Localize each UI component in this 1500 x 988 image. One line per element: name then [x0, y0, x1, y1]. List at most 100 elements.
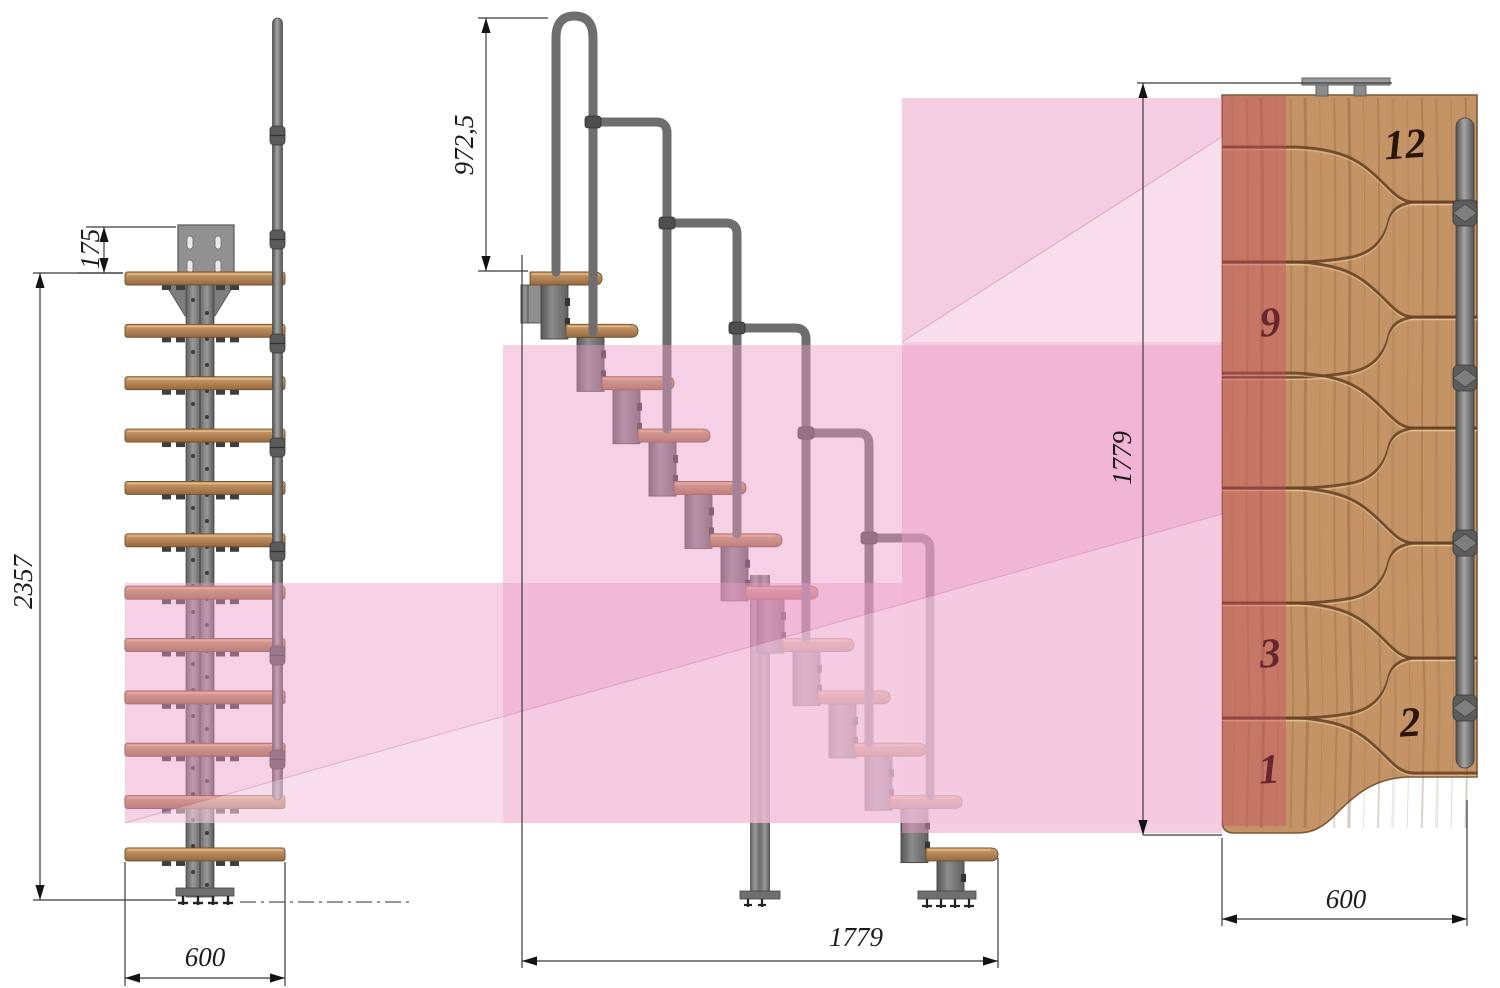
dim-label-plan-depth: 1779: [1107, 431, 1137, 486]
tread-support-pad: [216, 807, 225, 814]
module-tab: [673, 475, 678, 484]
wood-grain: [1434, 97, 1441, 829]
handrail-segment: [662, 218, 742, 539]
base-flange: [175, 887, 235, 897]
step-divider: [1222, 656, 1477, 720]
wood-grain: [1275, 97, 1280, 829]
rail-clamp: [797, 426, 815, 440]
column-bolt: [191, 558, 195, 562]
dimension-arrow: [125, 973, 140, 983]
step-divider: [1222, 716, 1477, 775]
wood-grain: [1289, 97, 1295, 829]
step-divider: [1222, 315, 1477, 379]
column-bolt: [205, 415, 209, 419]
tread-support-pad: [162, 807, 171, 814]
baluster-pole: [272, 17, 283, 801]
pole-connector-facet: [1452, 368, 1478, 388]
plate-slot: [186, 235, 194, 250]
column-bolt: [205, 519, 209, 523]
step-divider: [1222, 486, 1477, 545]
wood-grain: [1450, 97, 1455, 829]
module-tab: [889, 769, 894, 778]
pole-connector-facet: [1452, 203, 1478, 223]
dim-label-front-width: 600: [185, 942, 226, 972]
tread-support-pad: [230, 650, 239, 657]
column-bolt: [191, 506, 195, 510]
plate-slot: [214, 259, 222, 274]
wood-grain: [1259, 97, 1266, 829]
divider-groove-light: [1222, 604, 1477, 662]
tread-support-pad: [230, 545, 239, 552]
plan-step-number-9: 9: [1258, 299, 1282, 346]
tread-support-pad: [230, 702, 239, 709]
tread-support-pad: [176, 702, 185, 709]
tread-support-pad: [162, 336, 171, 343]
tread-support-pad: [230, 859, 239, 866]
side-tread: [637, 428, 711, 443]
module-tab: [565, 318, 570, 326]
tread-support-pad: [230, 441, 239, 448]
module-tab: [853, 736, 858, 745]
bracket-tab: [1353, 84, 1367, 97]
handrail-segment: [801, 428, 874, 748]
tread-support-pad: [162, 441, 171, 448]
step-divider: [1222, 200, 1477, 264]
wood-grain: [1245, 97, 1251, 829]
module-tab: [673, 455, 678, 464]
dim-label-run-length: 1779: [829, 922, 884, 952]
tread-support-pad: [176, 545, 185, 552]
bracket-tab: [1315, 84, 1329, 97]
divider-groove-light: [1222, 263, 1477, 321]
front-view: [124, 17, 412, 905]
column-bolt: [191, 870, 195, 874]
module-tab: [961, 873, 966, 882]
dimension-arrow: [1138, 820, 1148, 835]
divider-groove-light: [1222, 489, 1477, 547]
wood-grain: [1362, 97, 1367, 829]
rail-clamp: [584, 115, 602, 129]
handrail-segment: [588, 117, 672, 434]
column-bolt: [191, 662, 195, 666]
front-tread: [124, 690, 286, 705]
dimension-arrow: [99, 227, 109, 242]
spine-module: [720, 546, 749, 602]
tread-support-pad: [230, 807, 239, 814]
handrail-top-loop: [551, 11, 598, 337]
module-tab: [817, 664, 822, 673]
plan-handrail-pole: [1455, 117, 1475, 769]
front-tread: [124, 428, 286, 443]
dimension-arrow: [35, 273, 45, 288]
module-tab: [781, 632, 786, 641]
front-tread: [124, 638, 286, 652]
spine-module: [648, 441, 677, 497]
opening-overlays: [124, 96, 1286, 833]
module-tab: [925, 841, 930, 850]
tread-support-pad: [162, 755, 171, 762]
side-tread: [709, 533, 783, 548]
tread-support-pad: [230, 755, 239, 762]
front-tread: [124, 585, 286, 600]
dim-label-total-height: 2357: [8, 554, 38, 610]
tread-support-pad: [230, 336, 239, 343]
front-tread: [124, 323, 286, 338]
dimension-arrow: [983, 956, 998, 966]
tread-support-pad: [176, 598, 185, 605]
plan-wall-bracket: [1301, 77, 1391, 86]
spine-module: [828, 703, 857, 759]
module-tab: [709, 527, 714, 536]
front-tread: [124, 847, 286, 862]
side-tread: [565, 323, 639, 338]
wood-grain: [1319, 97, 1324, 829]
overlay-rect-right: [902, 98, 1222, 833]
dimension-arrow: [522, 956, 537, 966]
step-divider: [1222, 145, 1477, 204]
tread-support-pad: [230, 388, 239, 395]
dimension-arrow: [270, 973, 285, 983]
tread-support-pad: [162, 284, 171, 290]
column-bolt: [205, 883, 209, 887]
tread-support-pad: [176, 336, 185, 343]
column-bolt: [205, 363, 209, 367]
overlay-light-wedge-upper: [902, 137, 1222, 342]
module-tab: [637, 422, 642, 431]
front-tread: [124, 480, 286, 495]
